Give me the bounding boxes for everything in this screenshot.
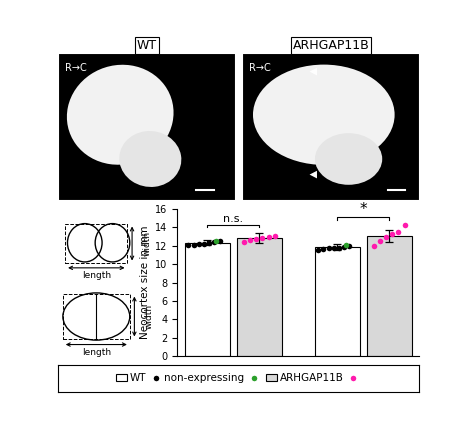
- Text: width: width: [145, 304, 154, 329]
- Ellipse shape: [253, 65, 395, 165]
- Text: R→C: R→C: [65, 63, 87, 73]
- Title: WT: WT: [137, 39, 157, 51]
- Text: n.s.: n.s.: [223, 214, 243, 224]
- Text: *: *: [359, 202, 367, 217]
- Bar: [185, 242, 230, 356]
- Text: length: length: [82, 271, 111, 280]
- Legend: WT, non-expressing, , ARHGAP11B, : WT, non-expressing, , ARHGAP11B,: [114, 371, 363, 385]
- Text: R→C: R→C: [249, 63, 271, 73]
- Bar: [237, 238, 282, 356]
- Title: ARHGAP11B: ARHGAP11B: [293, 39, 369, 51]
- Bar: [367, 235, 411, 356]
- Text: width: width: [143, 231, 151, 256]
- Text: ▶: ▶: [309, 169, 317, 179]
- Ellipse shape: [119, 131, 181, 187]
- Text: length: length: [82, 348, 111, 357]
- Bar: [315, 247, 360, 356]
- Ellipse shape: [67, 65, 173, 165]
- Text: ▶: ▶: [309, 66, 317, 76]
- Ellipse shape: [315, 133, 382, 185]
- Y-axis label: Neocortex size in mm: Neocortex size in mm: [139, 226, 150, 339]
